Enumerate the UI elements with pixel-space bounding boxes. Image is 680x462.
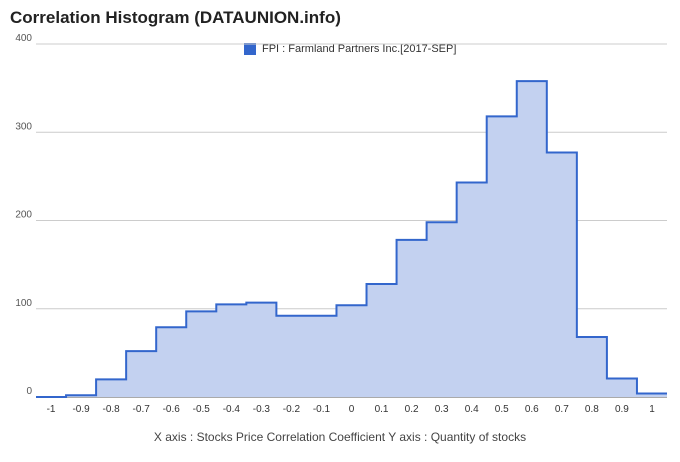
- legend-label: FPI : Farmland Partners Inc.[2017-SEP]: [262, 43, 457, 55]
- series-group: [36, 80, 667, 398]
- x-tick-label: 0.7: [555, 404, 569, 415]
- x-tick-label: 0.9: [615, 404, 629, 415]
- x-tick-label: 0.6: [525, 404, 539, 415]
- y-tick-label: 100: [15, 298, 32, 309]
- x-tick-label: 0.4: [465, 404, 479, 415]
- series-line: [36, 80, 667, 398]
- y-tick-label: 400: [15, 33, 32, 44]
- y-tick-label: 200: [15, 210, 32, 221]
- x-tick-label: 0.1: [375, 404, 389, 415]
- legend: FPI : Farmland Partners Inc.[2017-SEP]: [244, 43, 456, 55]
- y-axis-ticks: 0 100 200 300 400: [15, 33, 32, 397]
- x-tick-label: 0.8: [585, 404, 599, 415]
- x-tick-label: -0.6: [163, 404, 181, 415]
- x-tick-label: -0.2: [283, 404, 301, 415]
- x-tick-label: 0: [349, 404, 355, 415]
- chart-title: Correlation Histogram (DATAUNION.info): [10, 8, 341, 27]
- x-tick-label: -0.5: [193, 404, 211, 415]
- legend-swatch: [244, 43, 256, 55]
- x-tick-label: -0.7: [133, 404, 151, 415]
- x-tick-label: -1: [47, 404, 56, 415]
- x-tick-label: -0.8: [103, 404, 121, 415]
- axis-caption: X axis : Stocks Price Correlation Coeffi…: [153, 430, 527, 444]
- y-tick-label: 0: [26, 386, 32, 397]
- x-tick-label: -0.3: [253, 404, 271, 415]
- x-tick-label: 1: [649, 404, 655, 415]
- area-fill: [36, 81, 667, 397]
- x-tick-label: -0.4: [223, 404, 241, 415]
- x-tick-label: -0.1: [313, 404, 331, 415]
- x-tick-label: 0.2: [405, 404, 419, 415]
- x-tick-label: 0.3: [435, 404, 449, 415]
- x-tick-label: -0.9: [72, 404, 90, 415]
- x-axis-ticks: -1 -0.9 -0.8 -0.7 -0.6 -0.5 -0.4 -0.3 -0.2 -0.1 0 0…: [47, 404, 656, 415]
- x-tick-label: 0.5: [495, 404, 509, 415]
- y-tick-label: 300: [15, 121, 32, 132]
